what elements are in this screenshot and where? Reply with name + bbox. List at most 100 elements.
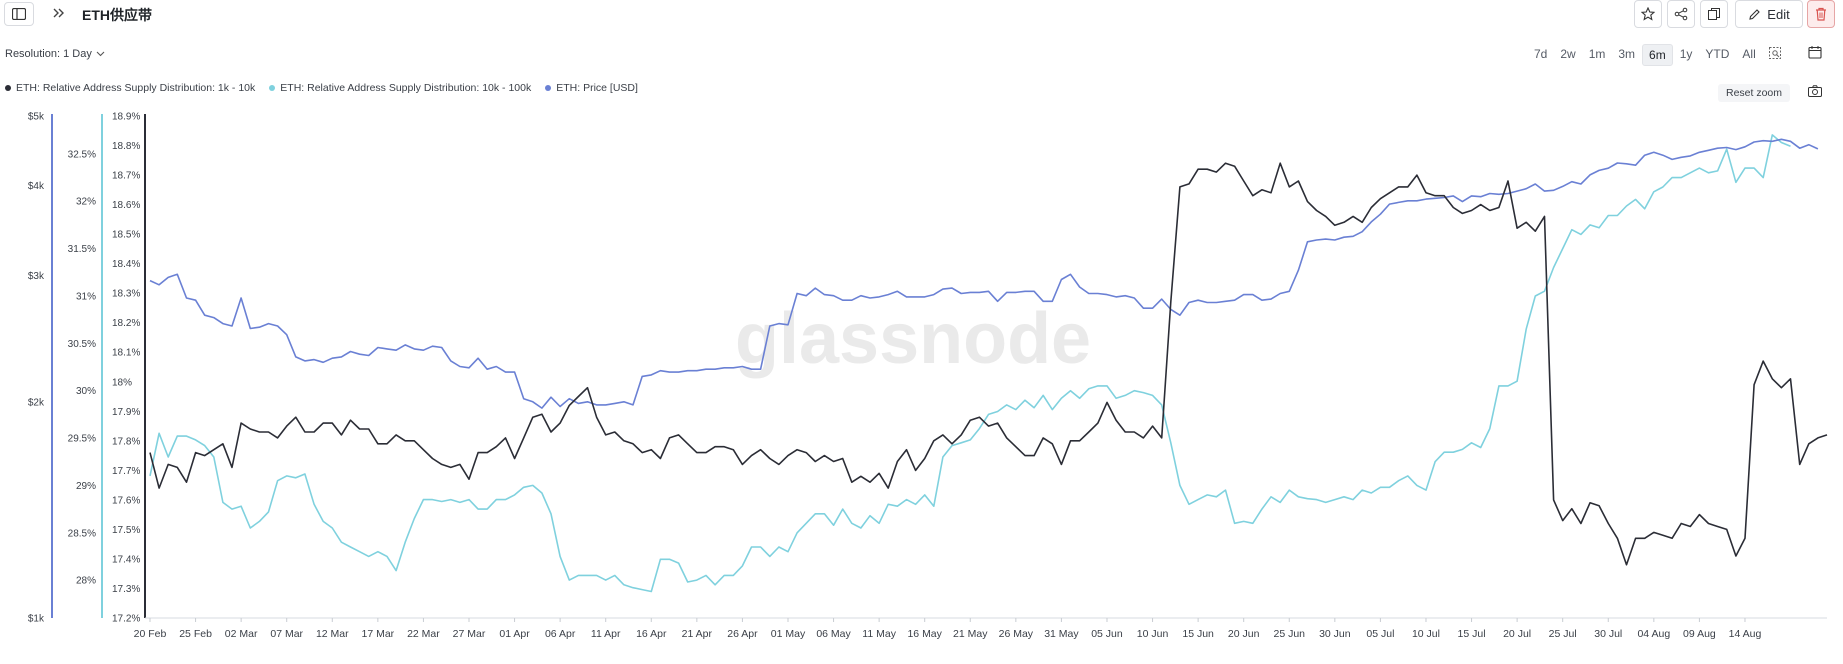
y-tick-label: 31% [76, 291, 96, 302]
range-selector: 7d 2w 1m 3m 6m 1y YTD All [1528, 44, 1788, 66]
overlay-watermark-text: @WuDAO View@链链事半工… [1475, 636, 1658, 651]
range-all[interactable]: All [1742, 47, 1756, 61]
range-1m[interactable]: 1m [1588, 47, 1606, 61]
x-tick-label: 26 Apr [727, 628, 758, 640]
series-layer [149, 134, 1828, 593]
top-bar: ETH供应带 Edit [0, 0, 1843, 30]
calendar-icon [1808, 46, 1822, 59]
y-tick-label: 31.5% [68, 244, 96, 255]
y-tick-label: 17.4% [112, 554, 140, 565]
chart-legend: ETH: Relative Address Supply Distributio… [5, 82, 638, 94]
range-1y[interactable]: 1y [1679, 47, 1693, 61]
sidebar-icon [12, 8, 26, 20]
star-icon [1641, 7, 1655, 21]
x-tick-label: 06 May [816, 628, 851, 640]
x-tick-label: 05 Jun [1091, 628, 1123, 640]
sidebar-toggle-button[interactable] [4, 2, 34, 26]
calendar-button[interactable] [1808, 45, 1826, 63]
favorite-button[interactable] [1634, 0, 1662, 28]
y-tick-label: 18.7% [112, 171, 140, 182]
y-tick-label: 18% [112, 377, 132, 388]
range-2w[interactable]: 2w [1560, 47, 1576, 61]
share-button[interactable] [1667, 0, 1695, 28]
resolution-select[interactable]: Resolution: 1 Day [5, 48, 105, 60]
y-tick-label: 18.9% [112, 112, 140, 123]
y-tick-label: $4k [28, 181, 45, 192]
x-tick-label: 10 Jun [1137, 628, 1169, 640]
x-tick-label: 26 May [999, 628, 1034, 640]
y-tick-label: 17.7% [112, 466, 140, 477]
delete-button[interactable] [1807, 0, 1835, 28]
series-line-pct_1k_10k [149, 162, 1828, 566]
axes-layer: $5k $4k $3k $2k $1k 32.5% 32% 31.5% 31% 30.5% 30% 2… [28, 112, 1827, 640]
x-tick-label: 30 Jul [1594, 628, 1622, 640]
y-tick-label: $5k [28, 112, 45, 123]
x-tick-label: 20 Feb [134, 628, 167, 640]
y-tick-label: 17.8% [112, 436, 140, 447]
watermark-logo: glassnode [735, 299, 1091, 379]
legend-dot [545, 85, 552, 91]
range-3m[interactable]: 3m [1618, 47, 1636, 61]
x-tick-label: 21 Apr [682, 628, 713, 640]
y-tick-label: $1k [28, 614, 45, 625]
x-tick-label: 15 Jul [1458, 628, 1486, 640]
x-tick-label: 07 Mar [270, 628, 303, 640]
resolution-label: Resolution: 1 Day [5, 48, 92, 60]
range-7d[interactable]: 7d [1534, 47, 1548, 61]
x-tick-label: 20 Jul [1503, 628, 1531, 640]
x-tick-label: 21 May [953, 628, 988, 640]
x-tick-label: 02 Mar [225, 628, 258, 640]
x-tick-label: 10 Jul [1412, 628, 1440, 640]
pencil-icon [1749, 8, 1761, 20]
share-icon [1674, 7, 1688, 21]
y-tick-label: 18.2% [112, 318, 140, 329]
y-tick-label: 17.5% [112, 525, 140, 536]
legend-item-price[interactable]: ETH: Price [USD] [545, 82, 638, 94]
reset-zoom-button[interactable]: Reset zoom [1718, 84, 1791, 102]
copy-icon [1708, 8, 1720, 20]
x-tick-label: 20 Jun [1228, 628, 1260, 640]
camera-icon [1808, 85, 1822, 97]
range-ytd[interactable]: YTD [1705, 47, 1730, 61]
y-tick-label: 32.5% [68, 149, 96, 160]
collapse-button[interactable] [52, 6, 66, 20]
y-tick-label: 18.1% [112, 348, 140, 359]
x-tick-label: 31 May [1044, 628, 1079, 640]
zoom-select-button[interactable] [1763, 44, 1787, 66]
x-tick-label: 01 May [771, 628, 806, 640]
y-tick-label: 18.5% [112, 230, 140, 241]
x-tick-label: 09 Aug [1683, 628, 1716, 640]
chevron-down-icon [96, 51, 105, 57]
y-tick-label: $2k [28, 397, 45, 408]
legend-label: ETH: Price [USD] [556, 82, 638, 94]
x-tick-label: 11 May [862, 628, 896, 640]
y-tick-label: $3k [28, 271, 45, 282]
x-tick-label: 14 Aug [1729, 628, 1762, 640]
y-tick-label: 18.8% [112, 141, 140, 152]
x-tick-label: 01 Apr [499, 628, 530, 640]
zoom-select-icon [1768, 47, 1781, 59]
y-tick-label: 29% [76, 481, 96, 492]
chart-area[interactable]: glassnode $5k $4k $3k $2k $1k 32.5% 32% 31.5% 31… [0, 108, 1843, 664]
duplicate-button[interactable] [1700, 0, 1728, 28]
legend-label: ETH: Relative Address Supply Distributio… [280, 82, 532, 94]
y-tick-label: 18.3% [112, 289, 140, 300]
screenshot-button[interactable] [1808, 84, 1824, 100]
x-tick-label: 12 Mar [316, 628, 349, 640]
y-tick-label: 30.5% [68, 339, 96, 350]
x-tick-label: 17 Mar [362, 628, 395, 640]
y-tick-label: 17.2% [112, 614, 140, 625]
x-tick-label: 15 Jun [1182, 628, 1214, 640]
legend-item-1k-10k[interactable]: ETH: Relative Address Supply Distributio… [5, 82, 255, 94]
legend-dot [269, 85, 276, 91]
legend-item-10k-100k[interactable]: ETH: Relative Address Supply Distributio… [269, 82, 531, 94]
y-tick-label: 30% [76, 386, 96, 397]
range-6m[interactable]: 6m [1642, 44, 1673, 66]
x-tick-label: 06 Apr [545, 628, 576, 640]
edit-label: Edit [1767, 6, 1790, 22]
collapse-icon [53, 8, 64, 18]
x-tick-label: 16 May [907, 628, 942, 640]
edit-button[interactable]: Edit [1735, 0, 1803, 28]
series-line-pct_10k_100k [149, 134, 1791, 593]
x-tick-label: 04 Aug [1637, 628, 1670, 640]
